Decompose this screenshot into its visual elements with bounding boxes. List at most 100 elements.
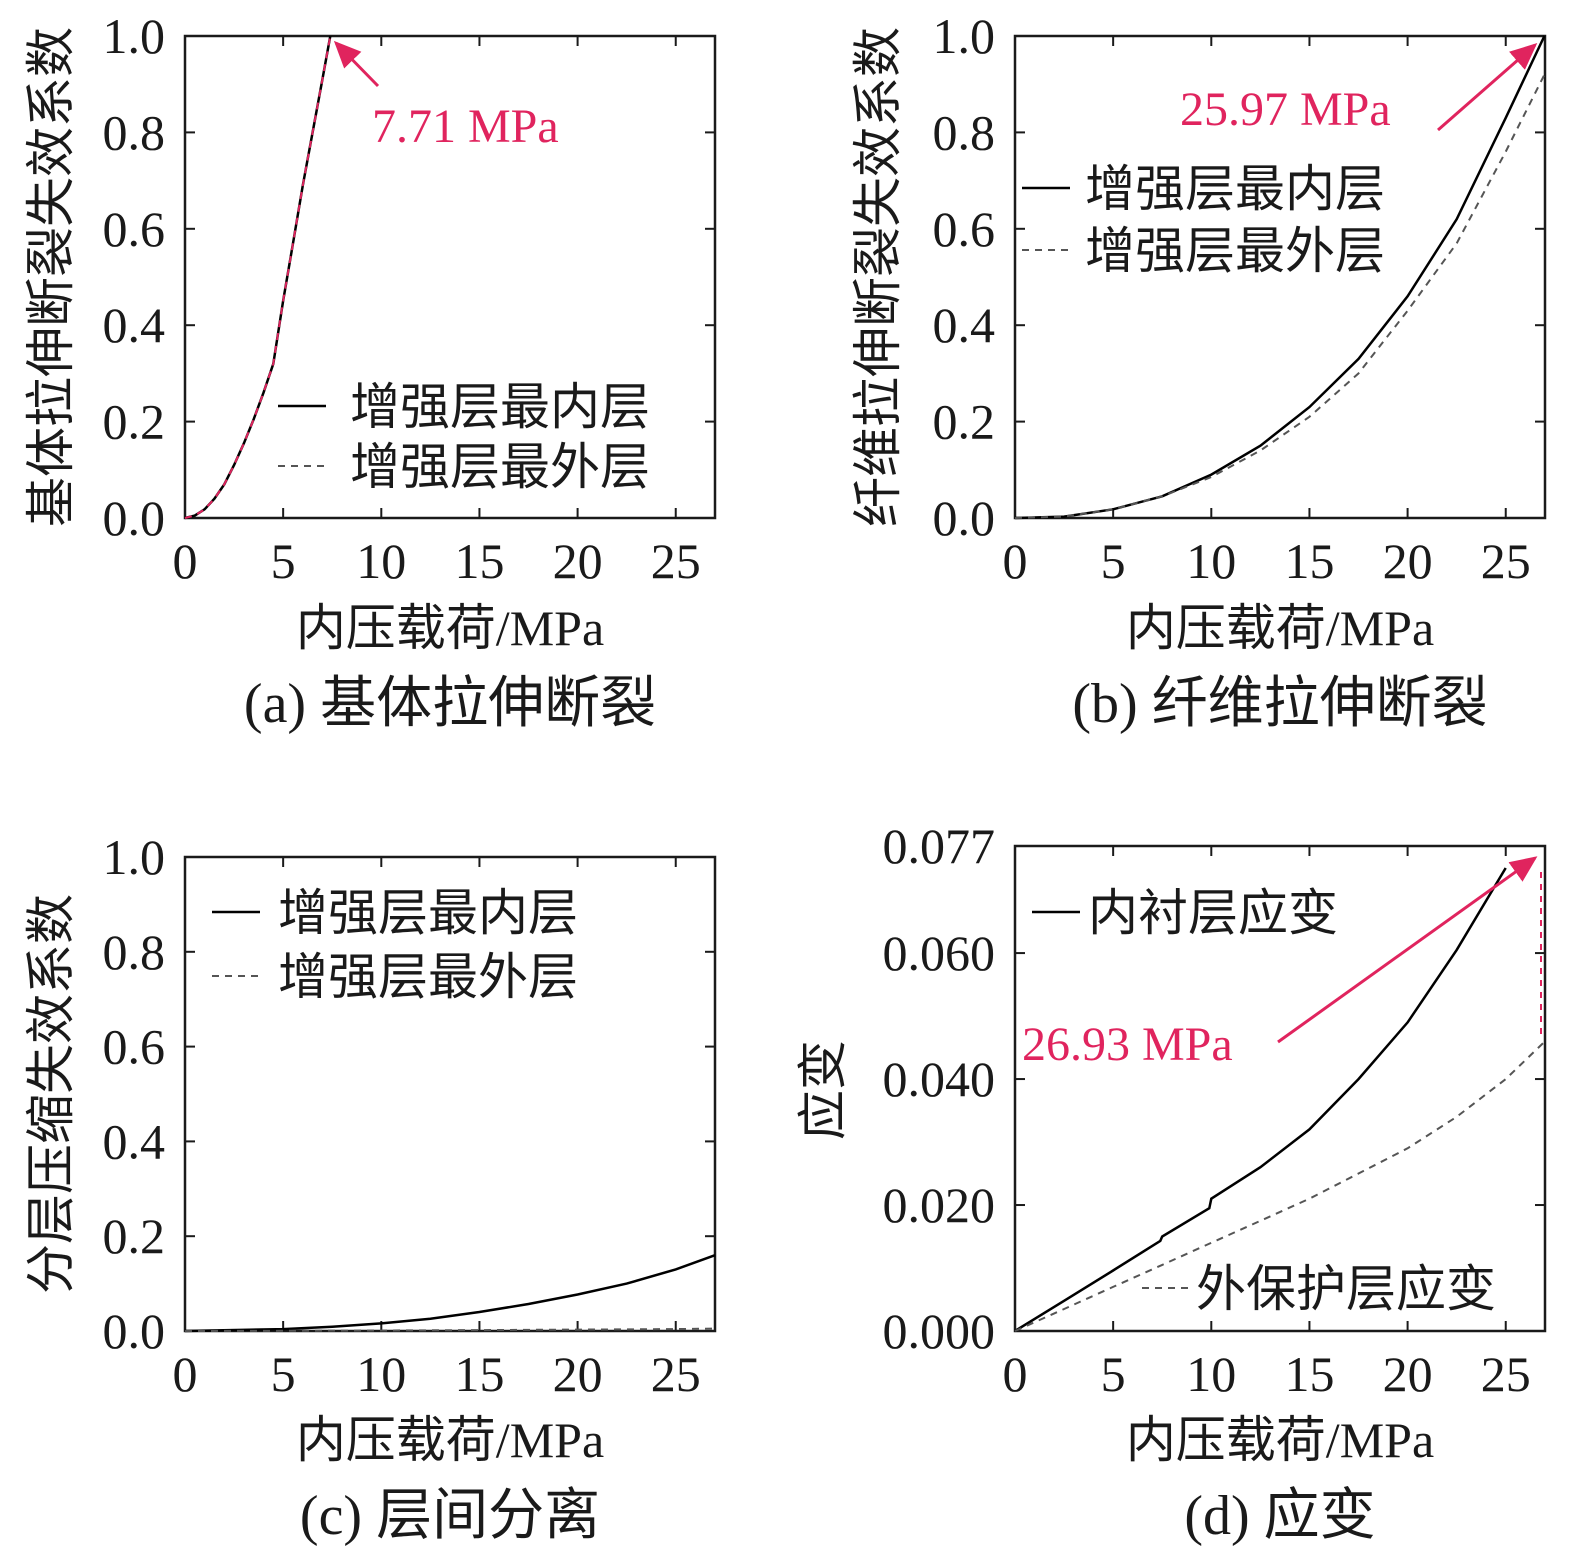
x-tick-label: 0 <box>173 533 198 589</box>
series-line-inner-a <box>184 35 332 520</box>
x-tick-label: 10 <box>1186 1346 1236 1402</box>
y-tick-label: 0.8 <box>103 104 166 160</box>
x-axis-title-a: 内压载荷/MPa <box>296 600 604 656</box>
plot-frame-d <box>1013 844 1547 1333</box>
legend-label-inner: 增强层最内层 <box>350 379 650 435</box>
y-tick-label: 0.6 <box>103 1019 166 1075</box>
y-tick-label: 0.2 <box>933 394 996 450</box>
x-tick-label: 5 <box>271 1346 296 1402</box>
x-axis-title-d: 内压载荷/MPa <box>1126 1412 1434 1468</box>
x-tick-label: 15 <box>1284 533 1334 589</box>
y-tick-label: 0.040 <box>883 1051 996 1107</box>
y-tick-labels-c: 0.0 0.2 0.4 0.6 0.8 1.0 <box>103 829 166 1359</box>
x-tick-label: 10 <box>356 1346 406 1402</box>
legend-label-outer: 外保护层应变 <box>1196 1261 1496 1317</box>
plot-frame-a <box>183 34 717 520</box>
x-tick-label: 25 <box>1481 1346 1531 1402</box>
series-line-outer-b <box>1014 74 1546 519</box>
y-tick-labels-a: 0.0 0.2 0.4 0.6 0.8 1.0 <box>103 8 166 546</box>
legend-label-inner: 增强层最内层 <box>1085 161 1385 217</box>
y-tick-label: 0.8 <box>103 924 166 980</box>
annotation-label-b: 25.97 MPa <box>1180 83 1391 136</box>
caption-d: (d) 应变 <box>1184 1485 1375 1547</box>
y-tick-label: 0.2 <box>103 394 166 450</box>
y-tick-label: 1.0 <box>933 8 996 64</box>
y-tick-label: 0.2 <box>103 1208 166 1264</box>
x-tick-label: 25 <box>1481 533 1531 589</box>
y-tick-label: 0.0 <box>103 490 166 546</box>
y-tick-label: 0.0 <box>933 490 996 546</box>
x-tick-label: 25 <box>651 1346 701 1402</box>
legend-label-outer: 增强层最外层 <box>350 439 650 495</box>
annotation-label-a: 7.71 MPa <box>372 100 559 153</box>
series-line-inner-b <box>1014 35 1546 520</box>
y-axis-title-b: 纤维拉伸断裂失效系数 <box>850 27 906 527</box>
series-line-inner-c <box>184 1254 716 1333</box>
y-tick-label: 0.8 <box>933 104 996 160</box>
y-axis-title-c: 分层压缩失效系数 <box>23 894 79 1294</box>
panel-b: 0 5 10 15 20 25 0.0 0.2 0.4 0.6 0.8 1.0 … <box>850 8 1547 735</box>
y-tick-label: 0.060 <box>883 925 996 981</box>
panel-c: 0 5 10 15 20 25 0.0 0.2 0.4 0.6 0.8 1.0 … <box>23 829 717 1547</box>
x-axis-title-c: 内压载荷/MPa <box>296 1412 604 1468</box>
x-tick-label: 10 <box>1186 533 1236 589</box>
legend-label-outer: 增强层最外层 <box>278 949 578 1005</box>
annotation-label-d: 26.93 MPa <box>1022 1018 1233 1071</box>
y-tick-label: 0.4 <box>103 297 166 353</box>
x-tick-labels-c: 0 5 10 15 20 25 <box>173 1346 701 1402</box>
x-tick-label: 20 <box>1383 533 1433 589</box>
x-tick-label: 15 <box>1284 1346 1334 1402</box>
legend-a: 增强层最内层 增强层最外层 <box>278 379 650 495</box>
x-tick-labels-d: 0 5 10 15 20 25 <box>1003 1346 1531 1402</box>
y-tick-label: 0.020 <box>883 1177 996 1233</box>
series-label-outer-d: 外保护层应变 <box>1142 1261 1496 1317</box>
y-tick-label: 0.6 <box>933 201 996 257</box>
x-tick-label: 20 <box>553 1346 603 1402</box>
y-axis-title-d: 应变 <box>795 1040 851 1140</box>
panel-a: 0 5 10 15 20 25 0.0 0.2 0.4 0.6 0.8 1.0 … <box>23 8 717 735</box>
x-tick-label: 5 <box>1101 533 1126 589</box>
series-line-inner-d <box>1014 867 1507 1333</box>
x-tick-label: 20 <box>553 533 603 589</box>
y-tick-label: 0.077 <box>883 818 996 874</box>
legend-c: 增强层最内层 增强层最外层 <box>212 885 578 1005</box>
y-tick-label: 0.6 <box>103 201 166 257</box>
x-tick-label: 15 <box>454 1346 504 1402</box>
y-tick-label: 1.0 <box>103 829 166 885</box>
x-axis-title-b: 内压载荷/MPa <box>1126 600 1434 656</box>
x-tick-label: 0 <box>1003 533 1028 589</box>
series-line-outer-a <box>184 35 332 519</box>
x-tick-labels-a: 0 5 10 15 20 25 <box>173 533 701 589</box>
caption-c: (c) 层间分离 <box>300 1485 600 1547</box>
caption-a: (a) 基体拉伸断裂 <box>244 673 656 735</box>
ticks-d <box>1014 845 1545 1332</box>
legend-label-outer: 增强层最外层 <box>1085 223 1385 279</box>
caption-b: (b) 纤维拉伸断裂 <box>1072 673 1487 735</box>
panel-d: 0 5 10 15 20 25 0.000 0.020 0.040 0.060 … <box>795 818 1547 1547</box>
x-tick-label: 5 <box>1101 1346 1126 1402</box>
y-tick-labels-b: 0.0 0.2 0.4 0.6 0.8 1.0 <box>933 8 996 546</box>
legend-b: 增强层最内层 增强层最外层 <box>1022 161 1385 279</box>
y-axis-title-a: 基体拉伸断裂失效系数 <box>23 27 79 527</box>
y-tick-labels-d: 0.000 0.020 0.040 0.060 0.077 <box>883 818 996 1359</box>
x-tick-labels-b: 0 5 10 15 20 25 <box>1003 533 1531 589</box>
x-tick-label: 10 <box>356 533 406 589</box>
x-tick-label: 0 <box>1003 1346 1028 1402</box>
x-tick-label: 5 <box>271 533 296 589</box>
y-tick-label: 0.4 <box>933 297 996 353</box>
plot-frame-b <box>1013 34 1547 520</box>
legend-label-inner: 增强层最内层 <box>278 885 578 941</box>
series-label-inner-d: 内衬层应变 <box>1032 885 1338 941</box>
y-tick-label: 0.4 <box>103 1113 166 1169</box>
x-tick-label: 15 <box>454 533 504 589</box>
annotation-arrow-b <box>1437 43 1538 132</box>
legend-label-inner: 内衬层应变 <box>1088 885 1338 941</box>
y-tick-label: 0.000 <box>883 1303 996 1359</box>
x-tick-label: 20 <box>1383 1346 1433 1402</box>
annotation-arrow-a <box>333 40 380 88</box>
annotation-arrow-d <box>1277 856 1538 1044</box>
y-tick-label: 0.0 <box>103 1303 166 1359</box>
x-tick-label: 25 <box>651 533 701 589</box>
y-tick-label: 1.0 <box>103 8 166 64</box>
